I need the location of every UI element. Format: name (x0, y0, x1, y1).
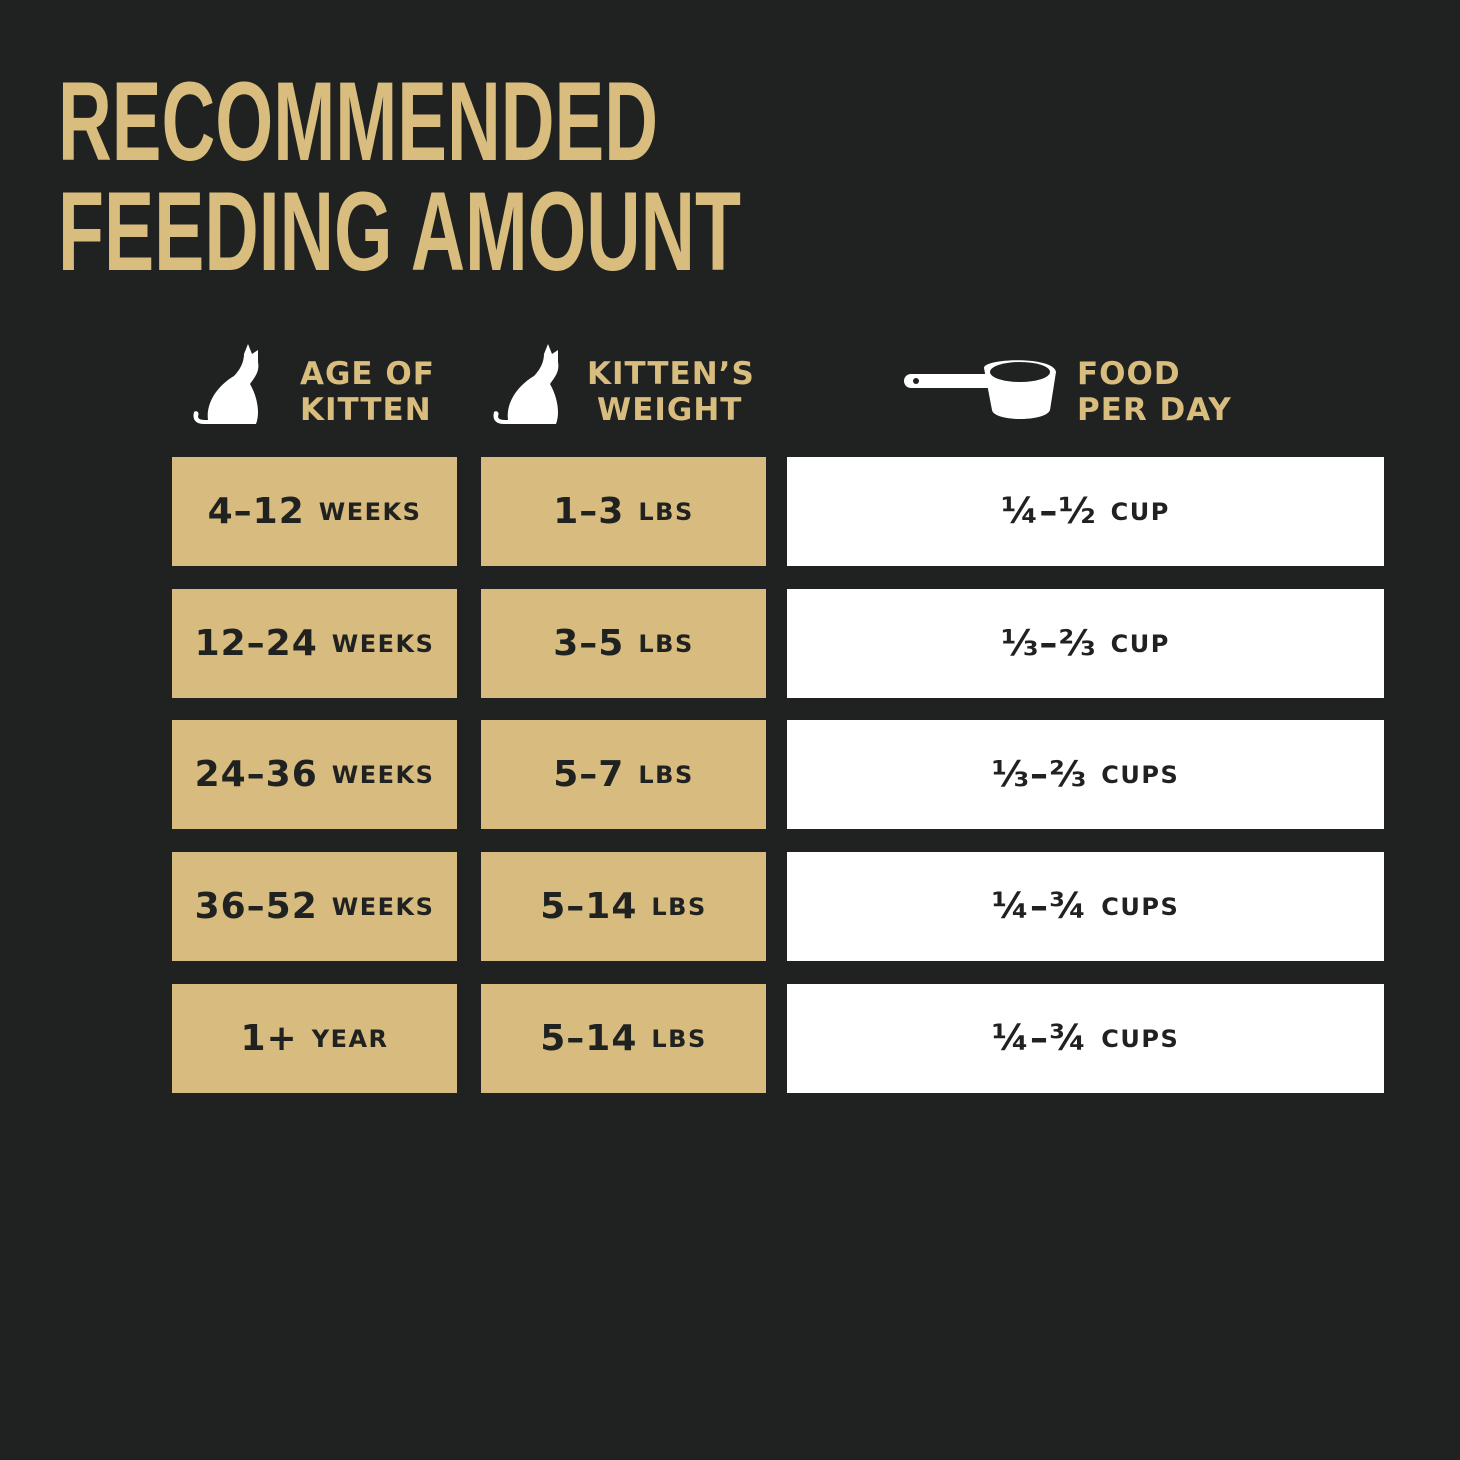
column-header: KITTEN’S WEIGHT (587, 356, 755, 428)
cell-unit: LBS (651, 892, 707, 921)
cell-amount: 12–24 (194, 623, 318, 664)
cell-unit: CUPS (1101, 892, 1180, 921)
table-cell: ¼–¾ CUPS (787, 852, 1384, 961)
table-cell: 36–52 WEEKS (172, 852, 457, 961)
table-cell: 5–14 LBS (481, 984, 766, 1093)
cell-amount: 5–14 (540, 886, 638, 927)
table-cell: 5–7 LBS (481, 720, 766, 829)
table-cell: ¼–¾ CUPS (787, 984, 1384, 1093)
table-cell: 12–24 WEEKS (172, 589, 457, 698)
column-header: FOOD PER DAY (1077, 356, 1232, 428)
cell-amount: ¼–¾ (991, 1018, 1088, 1059)
cell-unit: CUP (1110, 629, 1170, 658)
table-cell: 1+ YEAR (172, 984, 457, 1093)
table-cell: ⅓–⅔ CUP (787, 589, 1384, 698)
cat-icon (193, 344, 259, 424)
cup-icon (904, 360, 1056, 419)
cell-amount: 36–52 (194, 886, 318, 927)
cell-unit: WEEKS (331, 760, 435, 789)
cell-unit: LBS (638, 629, 694, 658)
table-cell: 24–36 WEEKS (172, 720, 457, 829)
title-line: RECOMMENDED (58, 59, 658, 184)
table-cell: 4–12 WEEKS (172, 457, 457, 566)
cell-amount: 5–7 (553, 754, 625, 795)
table-cell: ¼–½ CUP (787, 457, 1384, 566)
cell-amount: 5–14 (540, 1018, 638, 1059)
cell-unit: WEEKS (318, 497, 422, 526)
cat-icon (493, 344, 559, 424)
title-line: FEEDING AMOUNT (58, 169, 741, 294)
table-cell: 1–3 LBS (481, 457, 766, 566)
table-cell: 3–5 LBS (481, 589, 766, 698)
cell-unit: CUP (1110, 497, 1170, 526)
cell-amount: 1+ (240, 1018, 298, 1059)
cell-amount: 1–3 (553, 491, 625, 532)
column-header: AGE OF KITTEN (300, 356, 435, 428)
cell-unit: LBS (651, 1024, 707, 1053)
cell-unit: WEEKS (331, 629, 435, 658)
cell-amount: 3–5 (553, 623, 625, 664)
cell-unit: WEEKS (331, 892, 435, 921)
table-cell: 5–14 LBS (481, 852, 766, 961)
cell-unit: LBS (638, 497, 694, 526)
title: RECOMMENDED FEEDING AMOUNT (58, 59, 741, 294)
cell-unit: CUPS (1101, 760, 1180, 789)
cell-unit: LBS (638, 760, 694, 789)
cell-amount: ¼–½ (1001, 491, 1097, 532)
cell-amount: ⅓–⅔ (1001, 623, 1097, 664)
table-cell: ⅓–⅔ CUPS (787, 720, 1384, 829)
cell-amount: ⅓–⅔ (991, 754, 1088, 795)
cell-unit: CUPS (1101, 1024, 1180, 1053)
cell-amount: 24–36 (194, 754, 318, 795)
cell-amount: 4–12 (207, 491, 305, 532)
cell-amount: ¼–¾ (991, 886, 1088, 927)
cell-unit: YEAR (311, 1024, 389, 1053)
